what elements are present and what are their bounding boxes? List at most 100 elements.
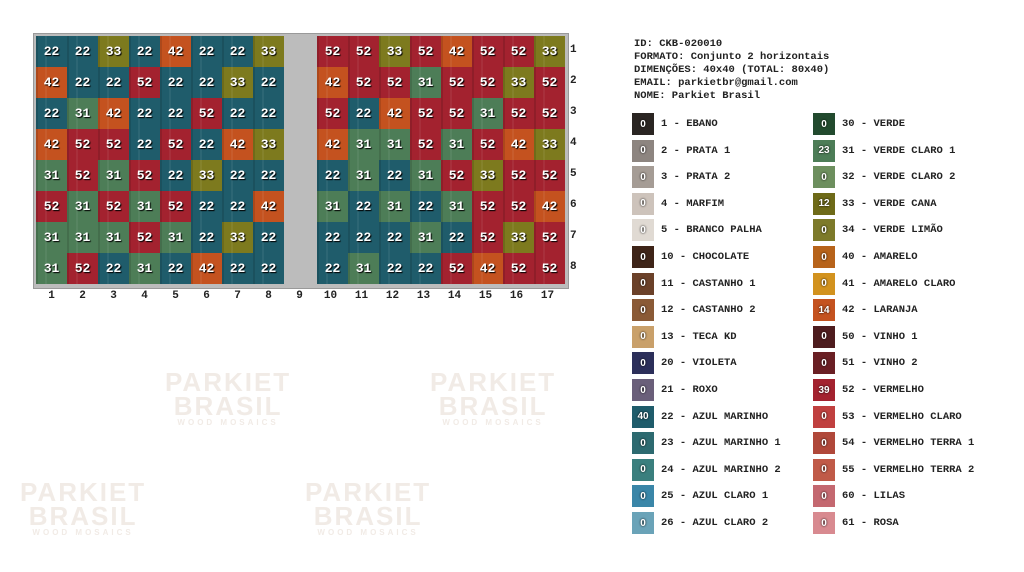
row-number: 2 bbox=[570, 75, 577, 87]
mosaic-tile: 22 bbox=[160, 67, 191, 98]
mosaic-tile: 22 bbox=[222, 98, 253, 129]
mosaic-tile: 22 bbox=[410, 253, 441, 284]
legend-label: 22 - AZUL MARINHO bbox=[661, 410, 769, 423]
mosaic-tile: 42 bbox=[160, 36, 191, 67]
row-number: 6 bbox=[570, 199, 577, 211]
legend-item: 0 25 - AZUL CLARO 1 bbox=[632, 485, 769, 508]
mosaic-tile: 52 bbox=[503, 191, 534, 222]
legend-item: 0 20 - VIOLETA bbox=[632, 352, 737, 375]
mosaic-tile: 31 bbox=[441, 191, 472, 222]
legend-label: 3 - PRATA 2 bbox=[661, 171, 731, 184]
mosaic-tile: 31 bbox=[67, 98, 98, 129]
mosaic-tile: 22 bbox=[160, 98, 191, 129]
mosaic-tile: 52 bbox=[410, 129, 441, 160]
color-swatch: 0 bbox=[632, 485, 654, 508]
mosaic-tile: 31 bbox=[36, 253, 67, 284]
mosaic-tile: 52 bbox=[441, 98, 472, 129]
legend-item: 0 24 - AZUL MARINHO 2 bbox=[632, 458, 781, 481]
column-number: 11 bbox=[354, 290, 369, 302]
info-id: ID: CKB-020010 bbox=[634, 38, 723, 50]
legend-label: 54 - VERMELHO TERRA 1 bbox=[842, 437, 975, 450]
mosaic-tile: 31 bbox=[36, 222, 67, 253]
legend-label: 60 - LILAS bbox=[842, 490, 906, 503]
mosaic-tile: 33 bbox=[191, 160, 222, 191]
row-number: 4 bbox=[570, 137, 577, 149]
mosaic-tile: 22 bbox=[98, 253, 129, 284]
mosaic-tile: 31 bbox=[348, 160, 379, 191]
mosaic-tile: 22 bbox=[67, 67, 98, 98]
mosaic-preview: 22 22 33 22 42 22 22 33 42 22 22 52 22 22 33 22 22 31 42 22… bbox=[33, 33, 569, 289]
mosaic-tile: 52 bbox=[534, 98, 565, 129]
gap-column bbox=[284, 34, 315, 288]
column-number: 2 bbox=[79, 290, 86, 302]
legend-item: 0 30 - VERDE bbox=[813, 113, 905, 135]
mosaic-tile: 42 bbox=[36, 67, 67, 98]
legend-label: 40 - AMARELO bbox=[842, 251, 918, 263]
mosaic-tile: 52 bbox=[67, 160, 98, 191]
mosaic-tile: 31 bbox=[67, 191, 98, 222]
legend-label: 53 - VERMELHO CLARO bbox=[842, 410, 962, 423]
legend-label: 25 - AZUL CLARO 1 bbox=[661, 490, 769, 503]
mosaic-tile: 52 bbox=[503, 36, 534, 67]
color-swatch: 0 bbox=[632, 166, 654, 189]
legend-item: 0 3 - PRATA 2 bbox=[632, 166, 731, 189]
column-number: 7 bbox=[234, 290, 241, 302]
color-swatch: 0 bbox=[632, 458, 654, 481]
color-swatch: 40 bbox=[632, 405, 654, 428]
mosaic-tile: 31 bbox=[129, 253, 160, 284]
mosaic-tile: 22 bbox=[348, 98, 379, 129]
color-swatch: 0 bbox=[813, 113, 835, 135]
color-swatch: 0 bbox=[632, 113, 654, 135]
mosaic-tile: 22 bbox=[36, 36, 67, 67]
mosaic-tile: 22 bbox=[129, 129, 160, 160]
legend-item: 12 33 - VERDE CANA bbox=[813, 192, 937, 215]
legend-label: 10 - CHOCOLATE bbox=[661, 251, 750, 263]
column-number: 9 bbox=[296, 290, 303, 302]
mosaic-tile: 52 bbox=[441, 67, 472, 98]
legend-item: 40 22 - AZUL MARINHO bbox=[632, 405, 769, 428]
row-number: 3 bbox=[570, 106, 577, 118]
color-swatch: 0 bbox=[813, 458, 835, 481]
mosaic-tile: 33 bbox=[253, 36, 284, 67]
column-number: 3 bbox=[110, 290, 117, 302]
mosaic-tile: 52 bbox=[317, 36, 348, 67]
legend-item: 0 5 - BRANCO PALHA bbox=[632, 219, 762, 242]
legend-label: 42 - LARANJA bbox=[842, 304, 918, 317]
legend-item: 0 41 - AMARELO CLARO bbox=[813, 272, 955, 295]
color-swatch: 0 bbox=[632, 432, 654, 455]
legend-item: 0 21 - ROXO bbox=[632, 379, 718, 401]
mosaic-tile: 22 bbox=[191, 222, 222, 253]
mosaic-tile: 22 bbox=[379, 160, 410, 191]
mosaic-tile: 22 bbox=[129, 36, 160, 67]
mosaic-tile: 42 bbox=[379, 98, 410, 129]
mosaic-tile: 31 bbox=[98, 160, 129, 191]
info-dimensoes: DIMENÇÕES: 40x40 (TOTAL: 80x40) bbox=[634, 64, 830, 76]
mosaic-tile: 22 bbox=[222, 36, 253, 67]
color-swatch: 0 bbox=[632, 512, 654, 534]
color-swatch: 0 bbox=[632, 352, 654, 375]
project-info: ID: CKB-020010 FORMATO: Conjunto 2 horiz… bbox=[634, 38, 829, 103]
mosaic-tile: 52 bbox=[503, 160, 534, 191]
mosaic-tile: 33 bbox=[98, 36, 129, 67]
mosaic-tile: 22 bbox=[36, 98, 67, 129]
legend-item: 0 54 - VERMELHO TERRA 1 bbox=[813, 432, 975, 455]
mosaic-tile: 33 bbox=[253, 129, 284, 160]
mosaic-tile: 52 bbox=[534, 222, 565, 253]
color-swatch: 0 bbox=[632, 139, 654, 162]
column-number: 15 bbox=[478, 290, 493, 302]
mosaic-tile: 52 bbox=[129, 222, 160, 253]
mosaic-tile: 31 bbox=[348, 253, 379, 284]
mosaic-tile: 22 bbox=[222, 160, 253, 191]
mosaic-tile: 52 bbox=[160, 129, 191, 160]
color-swatch: 0 bbox=[632, 379, 654, 401]
mosaic-tile: 52 bbox=[472, 191, 503, 222]
legend-label: 52 - VERMELHO bbox=[842, 384, 924, 396]
column-number: 8 bbox=[265, 290, 272, 302]
mosaic-tile: 42 bbox=[317, 129, 348, 160]
mosaic-tile: 42 bbox=[441, 36, 472, 67]
color-swatch: 0 bbox=[632, 219, 654, 242]
color-swatch: 0 bbox=[813, 432, 835, 455]
mosaic-tile: 33 bbox=[534, 36, 565, 67]
mosaic-tile: 22 bbox=[253, 160, 284, 191]
legend-item: 0 13 - TECA KD bbox=[632, 325, 737, 348]
